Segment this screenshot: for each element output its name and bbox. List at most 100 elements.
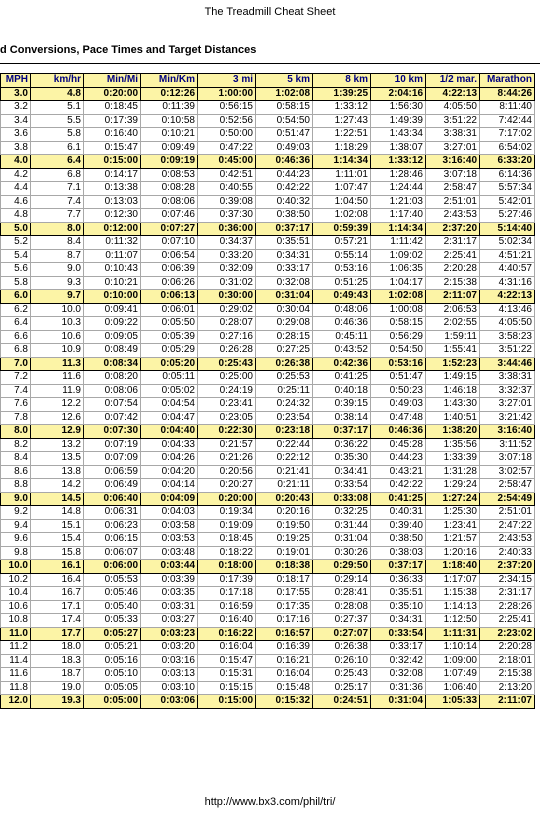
table-cell: 0:12:30 [83, 208, 141, 223]
table-cell: 0:46:36 [255, 154, 313, 169]
table-cell: 16.4 [30, 572, 84, 587]
table-cell: 0:03:20 [140, 640, 198, 655]
table-row: 5.8 9.3 0:10:21 0:06:26 0:31:02 0:32:08 0:51:2… [0, 275, 535, 290]
table-cell: 14.5 [30, 491, 84, 506]
table-cell: 0:20:00 [197, 491, 256, 506]
table-cell: 2:37:20 [425, 221, 480, 236]
table-cell: 0:58:15 [370, 316, 426, 331]
table-cell: 4.8 [30, 86, 84, 101]
table-cell: 3:44:46 [479, 356, 535, 371]
table-cell: 0:27:25 [255, 343, 313, 358]
table-cell: 0:50:23 [370, 383, 426, 398]
table-cell: 0:31:44 [312, 518, 371, 533]
table-cell: 0:46:36 [312, 316, 371, 331]
table-cell: 0:22:12 [255, 451, 313, 466]
table-cell: 4:40:57 [479, 262, 535, 277]
table-cell: 0:19:25 [255, 532, 313, 547]
table-cell: 3:27:01 [479, 397, 535, 412]
table-row: 3.8 6.1 0:15:47 0:09:49 0:47:22 0:49:03 1:18:2… [0, 140, 535, 155]
table-cell: 0:15:00 [197, 694, 256, 709]
table-cell: 8.6 [0, 464, 31, 479]
table-cell: 7.2 [0, 370, 31, 385]
table-cell: 0:04:33 [140, 437, 198, 452]
table-cell: 4:22:13 [425, 86, 480, 101]
table-cell: 5.4 [0, 248, 31, 263]
table-header-row: MPH km/hr Min/Mi Min/Km 3 mi 5 km 8 km 10 km 1/2… [0, 73, 535, 88]
table-cell: 2:58:47 [479, 478, 535, 493]
table-cell: 6.4 [0, 316, 31, 331]
table-cell: 6.0 [0, 289, 31, 304]
table-cell: 0:03:27 [140, 613, 198, 628]
table-cell: 0:44:23 [255, 167, 313, 182]
table-cell: 0:16:39 [255, 640, 313, 655]
table-cell: 5.6 [0, 262, 31, 277]
table-cell: 2:43:53 [479, 532, 535, 547]
table-cell: 1:07:47 [312, 181, 371, 196]
table-cell: 8.4 [0, 451, 31, 466]
table-cell: 0:45:11 [312, 329, 371, 344]
table-cell: 9.0 [30, 262, 84, 277]
table-cell: 0:17:55 [255, 586, 313, 601]
table-cell: 0:42:22 [255, 181, 313, 196]
table-cell: 4:13:46 [479, 302, 535, 317]
table-cell: 0:16:22 [197, 626, 256, 641]
table-row: 3.2 5.1 0:18:45 0:11:39 0:56:15 0:58:15 1:33:1… [0, 100, 535, 115]
table-cell: 0:44:23 [370, 451, 426, 466]
table-row: 5.4 8.7 0:11:07 0:06:54 0:33:20 0:34:31 0:55:1… [0, 248, 535, 263]
table-cell: 0:11:32 [83, 235, 141, 250]
table-cell: 0:16:40 [197, 613, 256, 628]
table-cell: 0:47:48 [370, 410, 426, 425]
table-cell: 0:05:27 [83, 626, 141, 641]
table-cell: 0:55:14 [312, 248, 371, 263]
table-cell: 0:21:57 [197, 437, 256, 452]
table-cell: 2:58:47 [425, 181, 480, 196]
table-cell: 0:25:53 [255, 370, 313, 385]
table-cell: 1:31:28 [425, 464, 480, 479]
table-cell: 0:05:40 [83, 599, 141, 614]
table-cell: 1:49:39 [370, 113, 426, 128]
table-cell: 10.6 [0, 599, 31, 614]
table-cell: 0:38:03 [370, 545, 426, 560]
table-cell: 0:05:39 [140, 329, 198, 344]
table-cell: 0:30:26 [312, 545, 371, 560]
table-row: 10.6 17.1 0:05:40 0:03:31 0:16:59 0:17:35 0:28… [0, 599, 535, 614]
table-cell: 0:06:26 [140, 275, 198, 290]
table-cell: 15.1 [30, 518, 84, 533]
table-cell: 0:10:43 [83, 262, 141, 277]
pace-table: MPH km/hr Min/Mi Min/Km 3 mi 5 km 8 km 10 km 1/2… [0, 73, 535, 709]
table-cell: 0:43:52 [312, 343, 371, 358]
table-cell: 0:11:07 [83, 248, 141, 263]
table-cell: 17.7 [30, 626, 84, 641]
table-cell: 11.0 [0, 626, 31, 641]
column-header: 8 km [312, 73, 371, 88]
table-cell: 2:40:33 [479, 545, 535, 560]
table-cell: 0:03:31 [140, 599, 198, 614]
table-cell: 0:08:06 [140, 194, 198, 209]
table-cell: 0:29:14 [312, 572, 371, 587]
table-row: 5.0 8.0 0:12:00 0:07:27 0:36:00 0:37:17 0:59:3… [0, 221, 535, 236]
table-cell: 1:59:11 [425, 329, 480, 344]
table-cell: 0:38:50 [255, 208, 313, 223]
table-row: 8.4 13.5 0:07:09 0:04:26 0:21:26 0:22:12 0:35:… [0, 451, 535, 466]
table-cell: 18.3 [30, 653, 84, 668]
table-cell: 10.2 [0, 572, 31, 587]
table-cell: 2:23:02 [479, 626, 535, 641]
table-cell: 6.6 [0, 329, 31, 344]
table-row: 9.4 15.1 0:06:23 0:03:58 0:19:09 0:19:50 0:31:… [0, 518, 535, 533]
table-row: 3.6 5.8 0:16:40 0:10:21 0:50:00 0:51:47 1:22:5… [0, 127, 535, 142]
table-cell: 2:11:07 [425, 289, 480, 304]
table-row: 12.0 19.3 0:05:00 0:03:06 0:15:00 0:15:32 0:24… [0, 694, 535, 709]
table-cell: 0:39:40 [370, 518, 426, 533]
column-header: Min/Km [140, 73, 198, 88]
table-cell: 0:28:15 [255, 329, 313, 344]
table-cell: 0:20:27 [197, 478, 256, 493]
table-cell: 0:34:31 [255, 248, 313, 263]
table-row: 4.2 6.8 0:14:17 0:08:53 0:42:51 0:44:23 1:11:0… [0, 167, 535, 182]
table-cell: 0:05:33 [83, 613, 141, 628]
table-cell: 2:31:17 [425, 235, 480, 250]
column-header: Marathon [479, 73, 535, 88]
table-cell: 1:43:34 [370, 127, 426, 142]
table-cell: 12.2 [30, 397, 84, 412]
table-cell: 1:39:25 [312, 86, 371, 101]
table-cell: 2:13:20 [479, 680, 535, 695]
